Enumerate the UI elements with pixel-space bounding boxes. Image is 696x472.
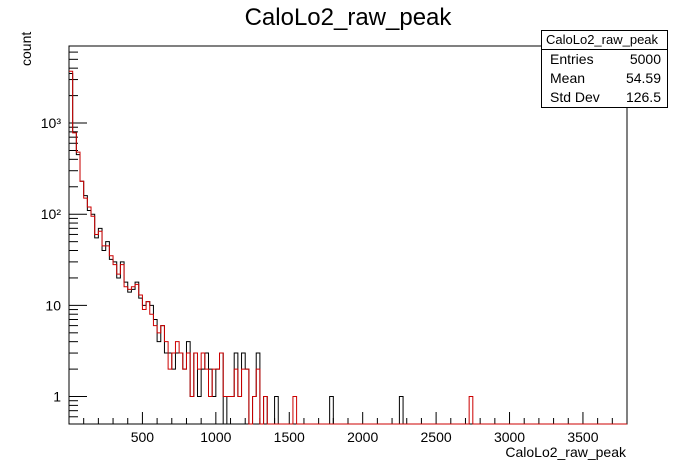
stats-box-title: CaloLo2_raw_peak xyxy=(542,31,667,50)
stats-stddev-row: Std Dev 126.5 xyxy=(542,88,667,107)
x-tick-label: 1000 xyxy=(200,429,231,445)
y-tick-label: 1 xyxy=(53,389,61,405)
histogram-series-red xyxy=(69,70,627,425)
x-tick-label: 3500 xyxy=(567,429,598,445)
stats-stddev-value: 126.5 xyxy=(625,89,661,105)
x-tick-label: 2000 xyxy=(347,429,378,445)
y-axis-label: count xyxy=(18,31,34,66)
stats-mean-value: 54.59 xyxy=(625,70,661,86)
y-tick-label: 10³ xyxy=(41,115,62,131)
stats-mean-row: Mean 54.59 xyxy=(542,69,667,88)
histogram-series-black xyxy=(69,72,627,425)
x-tick-label: 1500 xyxy=(274,429,305,445)
x-tick-label: 3000 xyxy=(494,429,525,445)
chart-title: CaloLo2_raw_peak xyxy=(244,4,452,31)
x-axis-label: CaloLo2_raw_peak xyxy=(505,444,626,460)
x-tick-label: 2500 xyxy=(421,429,452,445)
y-tick-label: 10² xyxy=(41,206,62,222)
stats-mean-label: Mean xyxy=(550,70,586,86)
stats-stddev-label: Std Dev xyxy=(550,89,600,105)
stats-box: CaloLo2_raw_peak Entries 5000 Mean 54.59… xyxy=(541,30,668,108)
stats-entries-row: Entries 5000 xyxy=(542,50,667,69)
y-tick-label: 10 xyxy=(45,297,61,313)
stats-entries-value: 5000 xyxy=(629,51,661,67)
stats-entries-label: Entries xyxy=(550,51,594,67)
x-tick-label: 500 xyxy=(131,429,155,445)
